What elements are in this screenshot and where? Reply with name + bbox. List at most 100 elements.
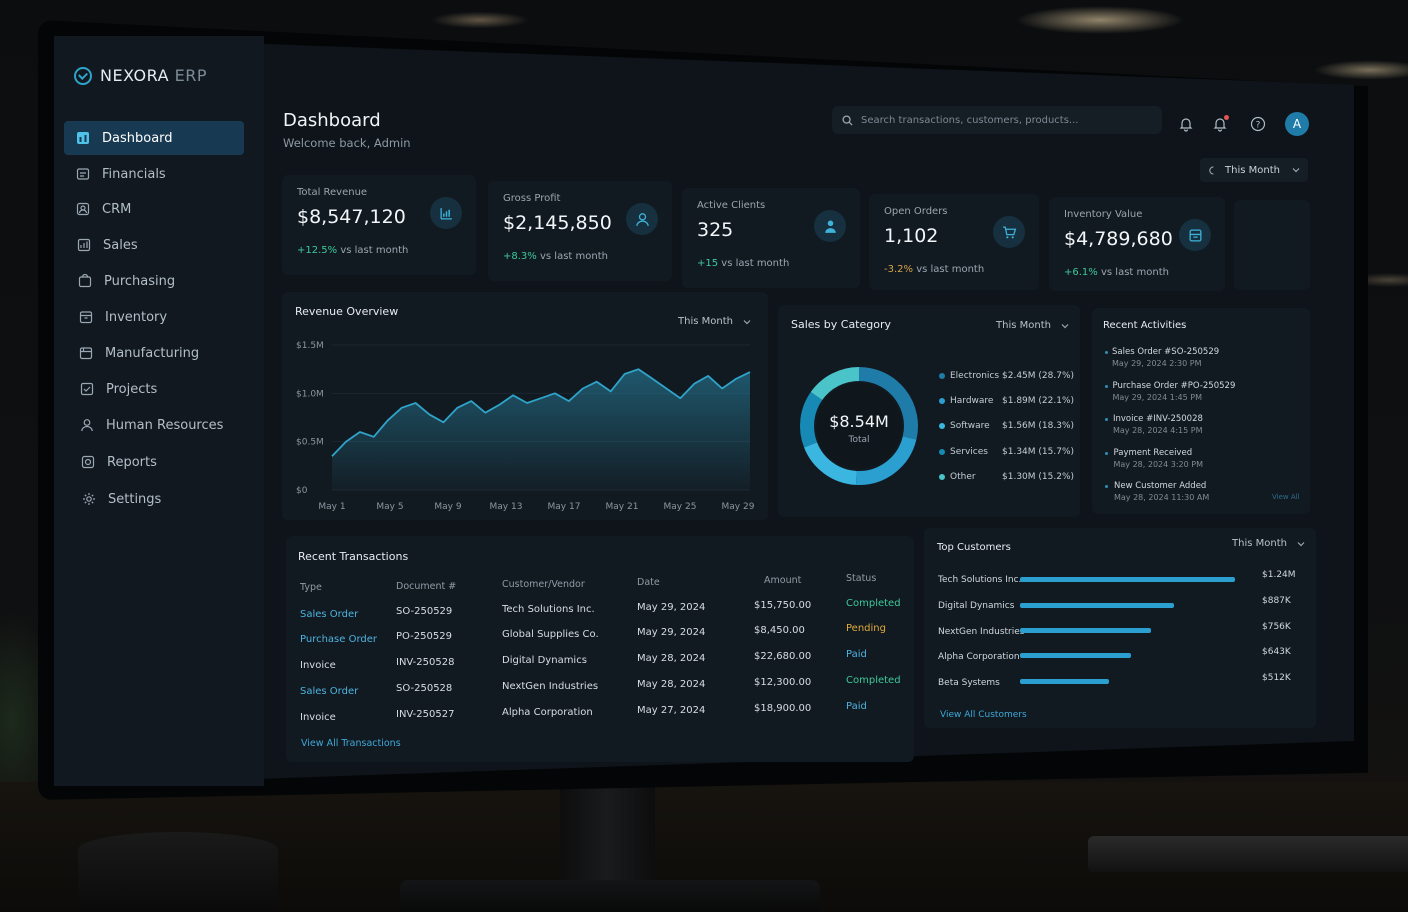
revenue-point[interactable]: [484, 411, 486, 413]
revenue-point[interactable]: [721, 387, 723, 389]
customer-name[interactable]: Tech Solutions Inc.: [938, 575, 1022, 585]
customer-name[interactable]: Alpha Corporation: [938, 652, 1020, 662]
revenue-point[interactable]: [345, 440, 347, 442]
app-logo[interactable]: NEXORA ERP: [74, 66, 207, 85]
table-cell-doc[interactable]: INV-250527: [396, 709, 455, 720]
activity-item[interactable]: Purchase Order #PO-250529 May 29, 2024 1:…: [1113, 381, 1236, 402]
period-select[interactable]: This Month: [1200, 158, 1308, 182]
kpi-card-open-orders[interactable]: Open Orders 1,102 -3.2% vs last month: [869, 194, 1039, 290]
table-cell-type[interactable]: Invoice: [300, 660, 336, 671]
revenue-point[interactable]: [568, 400, 570, 402]
column-header[interactable]: Amount: [764, 575, 802, 586]
legend-item[interactable]: Software: [939, 421, 990, 431]
activity-item[interactable]: Payment Received May 28, 2024 3:20 PM: [1114, 448, 1203, 469]
revenue-point[interactable]: [470, 400, 472, 402]
revenue-point[interactable]: [582, 387, 584, 389]
sidebar-item-projects[interactable]: Projects: [68, 372, 248, 406]
legend-item[interactable]: Services: [939, 447, 988, 457]
revenue-point[interactable]: [693, 382, 695, 384]
sales-period-select[interactable]: This Month: [996, 320, 1069, 331]
kpi-card-gross-profit[interactable]: Gross Profit $2,145,850 +8.3% vs last mont…: [488, 181, 672, 281]
legend-item[interactable]: Other: [939, 472, 976, 482]
customer-name[interactable]: NextGen Industries: [938, 627, 1025, 637]
table-cell-type[interactable]: Purchase Order: [300, 634, 378, 645]
sidebar-item-manufacturing[interactable]: Manufacturing: [67, 336, 247, 370]
revenue-point[interactable]: [609, 390, 611, 392]
view-all-customers-link[interactable]: View All Customers: [940, 710, 1027, 720]
revenue-point[interactable]: [456, 407, 458, 409]
donut-slice-services[interactable]: [800, 391, 823, 448]
customers-period-select[interactable]: This Month: [1232, 538, 1305, 549]
donut-slice-other[interactable]: [810, 367, 860, 401]
search-bar[interactable]: [832, 106, 1162, 134]
column-header[interactable]: Date: [637, 577, 660, 588]
donut-slice-electronics[interactable]: [858, 367, 918, 440]
notifications-icon[interactable]: [1212, 115, 1229, 132]
kpi-card-active-clients[interactable]: Active Clients 325 +15 vs last month: [682, 188, 860, 288]
column-header[interactable]: Status: [846, 573, 877, 584]
revenue-point[interactable]: [596, 381, 598, 383]
revenue-point[interactable]: [707, 375, 709, 377]
bell-icon[interactable]: [1178, 116, 1194, 132]
customer-name[interactable]: Beta Systems: [938, 678, 1000, 688]
revenue-point[interactable]: [554, 392, 556, 394]
donut-slice-hardware[interactable]: [855, 436, 917, 485]
revenue-point[interactable]: [387, 419, 389, 421]
activity-item[interactable]: Invoice #INV-250028 May 28, 2024 4:15 PM: [1113, 414, 1203, 435]
revenue-point[interactable]: [442, 421, 444, 423]
sidebar-item-reports[interactable]: Reports: [69, 445, 249, 479]
revenue-point[interactable]: [498, 404, 500, 406]
column-header[interactable]: Document #: [396, 581, 457, 592]
sidebar-item-human-resources[interactable]: Human Resources: [68, 408, 248, 442]
gear-icon: [82, 492, 96, 506]
sidebar-item-sales[interactable]: Sales: [65, 228, 245, 262]
revenue-point[interactable]: [679, 397, 681, 399]
table-cell-doc[interactable]: PO-250529: [396, 631, 452, 642]
search-input[interactable]: [861, 114, 1141, 126]
revenue-point[interactable]: [749, 371, 751, 373]
table-cell-doc[interactable]: INV-250528: [396, 657, 455, 668]
revenue-point[interactable]: [651, 378, 653, 380]
table-cell-doc[interactable]: SO-250529: [396, 606, 453, 617]
sidebar-item-settings[interactable]: Settings: [70, 482, 250, 516]
revenue-point[interactable]: [735, 378, 737, 380]
activity-item[interactable]: New Customer Added May 28, 2024 11:30 AM: [1114, 481, 1209, 502]
help-icon[interactable]: ?: [1250, 116, 1266, 132]
revenue-point[interactable]: [428, 413, 430, 415]
legend-item[interactable]: Electronics: [939, 371, 999, 381]
revenue-point[interactable]: [526, 402, 528, 404]
kpi-card-total-revenue[interactable]: Total Revenue $8,547,120 +12.5% vs last mo…: [282, 175, 476, 275]
revenue-point[interactable]: [512, 394, 514, 396]
view-all-activities-link[interactable]: View All: [1272, 493, 1300, 501]
table-cell-type[interactable]: Sales Order: [300, 686, 359, 697]
revenue-point[interactable]: [400, 407, 402, 409]
revenue-point[interactable]: [359, 431, 361, 433]
revenue-point[interactable]: [540, 397, 542, 399]
donut-slice-software[interactable]: [804, 442, 858, 485]
revenue-point[interactable]: [373, 436, 375, 438]
revenue-point[interactable]: [637, 368, 639, 370]
revenue-period-select[interactable]: This Month: [678, 316, 751, 327]
table-cell-type[interactable]: Sales Order: [300, 609, 359, 620]
table-cell-doc[interactable]: SO-250528: [396, 683, 453, 694]
view-all-transactions-link[interactable]: View All Transactions: [301, 738, 401, 749]
user-avatar[interactable]: A: [1285, 112, 1309, 136]
revenue-point[interactable]: [331, 455, 333, 457]
legend-item[interactable]: Hardware: [939, 396, 993, 406]
customer-name[interactable]: Digital Dynamics: [938, 601, 1015, 611]
activity-item[interactable]: Sales Order #SO-250529 May 29, 2024 2:30 …: [1112, 347, 1219, 368]
sidebar-item-financials[interactable]: Financials: [64, 157, 244, 191]
revenue-point[interactable]: [665, 387, 667, 389]
sidebar-item-purchasing[interactable]: Purchasing: [66, 264, 246, 298]
sidebar-item-dashboard[interactable]: Dashboard: [64, 121, 244, 155]
column-header[interactable]: Customer/Vendor: [502, 579, 585, 590]
table-cell-type[interactable]: Invoice: [300, 712, 336, 723]
sidebar-item-crm[interactable]: CRM: [64, 192, 244, 226]
column-header[interactable]: Type: [300, 582, 322, 593]
legend-value: $1.30M (15.2%): [1002, 472, 1075, 482]
sidebar-item-inventory[interactable]: Inventory: [67, 300, 247, 334]
kpi-card-inventory-value[interactable]: Inventory Value $4,789,680 +6.1% vs last m…: [1049, 197, 1225, 291]
table-cell-party: Alpha Corporation: [502, 707, 593, 718]
revenue-point[interactable]: [623, 373, 625, 375]
revenue-point[interactable]: [414, 402, 416, 404]
